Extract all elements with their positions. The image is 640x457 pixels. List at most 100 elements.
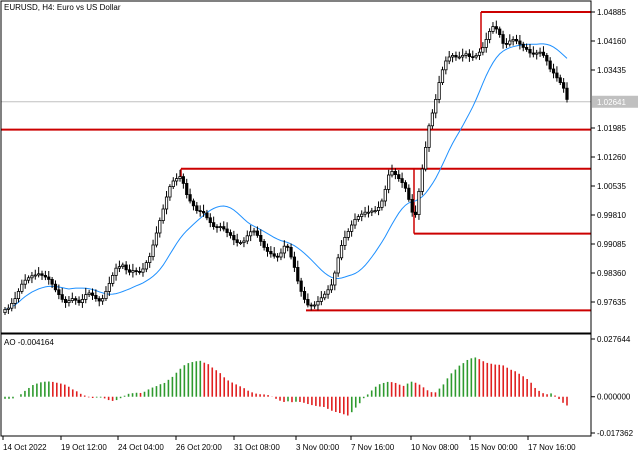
candle-body — [296, 266, 300, 282]
candle-body — [97, 298, 101, 302]
candle-body — [16, 290, 21, 299]
price-tick-label: 1.00535 — [597, 182, 626, 191]
candle-body — [104, 290, 108, 299]
candle-body — [484, 39, 488, 48]
candle-body — [501, 34, 505, 44]
candle-body — [461, 55, 465, 58]
symbol-name: EURUSD — [4, 3, 38, 12]
ao-tick-label: 0.000000 — [597, 393, 631, 402]
candle-body — [333, 272, 337, 286]
candle-body — [158, 220, 162, 234]
candle-body — [10, 302, 14, 309]
candle-body — [228, 232, 233, 236]
price-tick-label: 0.99810 — [597, 211, 626, 220]
candle-body — [430, 112, 434, 127]
candle-body — [188, 194, 192, 202]
candle-body — [107, 282, 111, 292]
candle-body — [100, 298, 105, 302]
candle-body — [255, 230, 259, 236]
candle-body — [53, 283, 58, 291]
candle-body — [265, 246, 270, 252]
candle-body — [487, 30, 492, 40]
candle-body — [360, 213, 364, 217]
candle-body — [541, 51, 546, 56]
candle-body — [353, 218, 357, 226]
candle-body — [511, 39, 515, 42]
candle-body — [77, 299, 81, 304]
candle-body — [447, 56, 451, 62]
candle-body — [33, 274, 37, 277]
candle-body — [498, 28, 502, 35]
candle-body — [26, 277, 31, 281]
candle-body — [343, 236, 347, 246]
candle-body — [383, 188, 387, 202]
price-tick-label: 1.04160 — [597, 37, 626, 46]
candle-body — [74, 298, 78, 301]
candle-body — [195, 205, 199, 212]
time-tick-label: 19 Oct 12:00 — [61, 443, 107, 452]
ao-tick-label: -0.017362 — [597, 429, 634, 438]
time-tick-label: 7 Nov 16:00 — [351, 443, 395, 452]
price-tick-label: 1.03435 — [597, 66, 626, 75]
candle-body — [376, 206, 381, 211]
candle-body — [400, 178, 404, 184]
candle-body — [37, 273, 41, 276]
candle-body — [40, 273, 44, 276]
candle-body — [269, 250, 273, 255]
candle-body — [127, 269, 132, 273]
candle-body — [528, 49, 532, 54]
candle-body — [272, 253, 276, 257]
candle-body — [23, 279, 27, 285]
candle-body — [6, 307, 10, 310]
candle-body — [481, 47, 485, 53]
candle-body — [50, 278, 54, 285]
candle-body — [504, 43, 509, 45]
candle-body — [424, 146, 428, 170]
price-tick-label: 1.01260 — [597, 153, 626, 162]
ao-indicator-label: AO -0.004164 — [4, 338, 54, 347]
candle-body — [201, 210, 206, 214]
candle-body — [279, 252, 283, 258]
candle-body — [508, 40, 512, 45]
candle-body — [558, 77, 562, 84]
candle-body — [185, 182, 189, 195]
price-tick-label: 0.98360 — [597, 269, 626, 278]
candle-body — [292, 256, 297, 268]
candle-body — [252, 230, 256, 233]
candle-body — [57, 289, 61, 295]
candle-body — [390, 170, 394, 176]
main-chart-frame — [0, 0, 592, 334]
candle-body — [47, 276, 51, 280]
candle-body — [151, 244, 155, 258]
candle-body — [215, 226, 219, 229]
candle-body — [168, 186, 172, 198]
candle-body — [63, 298, 68, 303]
candle-body — [514, 39, 519, 42]
candle-body — [356, 216, 360, 220]
candle-body — [420, 168, 424, 192]
candle-body — [437, 82, 441, 100]
candle-body — [245, 235, 249, 242]
current-price-label: 1.02641 — [597, 98, 626, 107]
candle-body — [43, 274, 47, 278]
candle-body — [242, 240, 246, 244]
time-tick-label: 26 Oct 20:00 — [176, 443, 222, 452]
candle-body — [518, 40, 522, 45]
candle-body — [114, 267, 118, 276]
candle-body — [134, 270, 138, 273]
candle-body — [84, 294, 88, 300]
candle-body — [370, 210, 374, 213]
candle-body — [535, 52, 539, 55]
candle-body — [336, 257, 340, 274]
candle-body — [323, 293, 327, 299]
candle-body — [289, 246, 293, 258]
candle-body — [440, 69, 445, 84]
candle-body — [326, 289, 330, 295]
candle-body — [373, 210, 377, 213]
candle-body — [94, 294, 98, 299]
candle-body — [444, 60, 448, 71]
price-tick-label: 0.97635 — [597, 298, 626, 307]
time-tick-label: 24 Oct 04:00 — [118, 443, 164, 452]
